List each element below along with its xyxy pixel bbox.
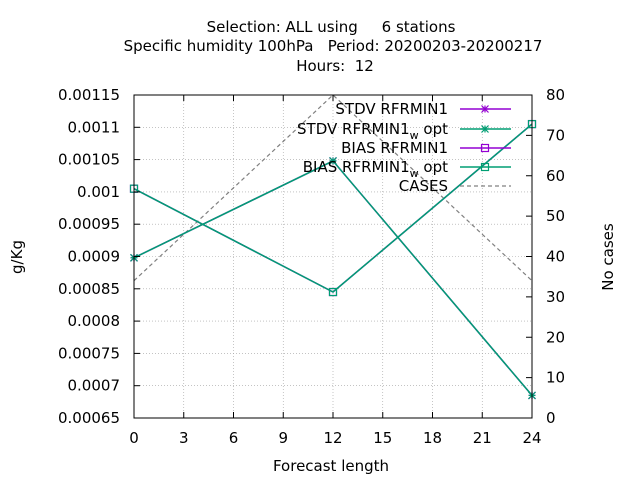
x-tick-label: 24 xyxy=(522,429,541,447)
legend-entry: STDV RFRMIN1 xyxy=(335,100,511,118)
ticks: 0 3 6 9 12 15 18 21 24 0.00065 0.0007 0.00075 0.0008… xyxy=(58,86,565,447)
data-point-square xyxy=(480,143,490,153)
chart-title-line-2: Specific humidity 100hPa Period: 2020020… xyxy=(124,37,543,55)
y2-axis-label: No cases xyxy=(599,223,617,291)
data-point-star xyxy=(481,125,489,133)
x-axis-label: Forecast length xyxy=(273,457,389,475)
y2-tick-label: 10 xyxy=(546,369,565,387)
data-point-square xyxy=(328,287,338,297)
y2-tick-label: 60 xyxy=(546,167,565,185)
data-point-star xyxy=(329,156,337,165)
y2-tick-label: 20 xyxy=(546,328,565,346)
chart-title-line-3: Hours: 12 xyxy=(296,57,374,75)
y-tick-label: 0.0011 xyxy=(68,118,121,136)
legend-label: STDV RFRMIN1 xyxy=(335,100,448,118)
y2-tick-label: 40 xyxy=(546,248,565,266)
data-point-stroke xyxy=(481,105,489,113)
data-point-star xyxy=(481,105,489,113)
x-tick-label: 0 xyxy=(129,429,139,447)
x-tick-label: 6 xyxy=(229,429,239,447)
y-tick-label: 0.00095 xyxy=(58,215,120,233)
y-axis-label: g/Kg xyxy=(8,240,26,274)
grid xyxy=(134,95,532,418)
x-tick-label: 9 xyxy=(278,429,288,447)
y2-tick-label: 30 xyxy=(546,288,565,306)
y-tick-label: 0.00065 xyxy=(58,409,120,427)
legend-entry: BIAS RFRMIN1 xyxy=(341,139,511,157)
legend-label: BIAS RFRMIN1 xyxy=(341,139,448,157)
y-tick-label: 0.0008 xyxy=(68,312,121,330)
data-point-stroke xyxy=(481,125,489,133)
x-tick-label: 21 xyxy=(473,429,492,447)
legend-label: CASES xyxy=(399,177,448,195)
y2-tick-label: 0 xyxy=(546,409,556,427)
legend-entry: CASES xyxy=(399,177,511,195)
y-tick-label: 0.00085 xyxy=(58,280,120,298)
x-tick-label: 15 xyxy=(373,429,392,447)
y-tick-label: 0.0007 xyxy=(68,377,121,395)
y-tick-label: 0.00075 xyxy=(58,344,120,362)
y-tick-label: 0.001 xyxy=(77,183,120,201)
y-tick-label: 0.00115 xyxy=(58,86,120,104)
x-tick-label: 12 xyxy=(323,429,342,447)
x-tick-label: 18 xyxy=(423,429,442,447)
chart-title-line-1: Selection: ALL using 6 stations xyxy=(207,18,456,36)
x-tick-label: 3 xyxy=(179,429,189,447)
y2-tick-label: 50 xyxy=(546,207,565,225)
y2-tick-label: 70 xyxy=(546,126,565,144)
y-tick-label: 0.0009 xyxy=(68,248,121,266)
series-line xyxy=(133,123,533,293)
y2-tick-label: 80 xyxy=(546,86,565,104)
data-point-stroke xyxy=(329,156,337,165)
legend-entry: STDV RFRMIN1w opt xyxy=(297,120,511,142)
y-tick-label: 0.00105 xyxy=(58,151,120,169)
series-layer xyxy=(129,94,537,400)
legend-label: STDV RFRMIN1w opt xyxy=(297,120,448,142)
legend-entry: BIAS RFRMIN1w opt xyxy=(303,158,511,180)
legend-label: BIAS RFRMIN1w opt xyxy=(303,158,448,180)
data-point-square xyxy=(480,162,490,172)
